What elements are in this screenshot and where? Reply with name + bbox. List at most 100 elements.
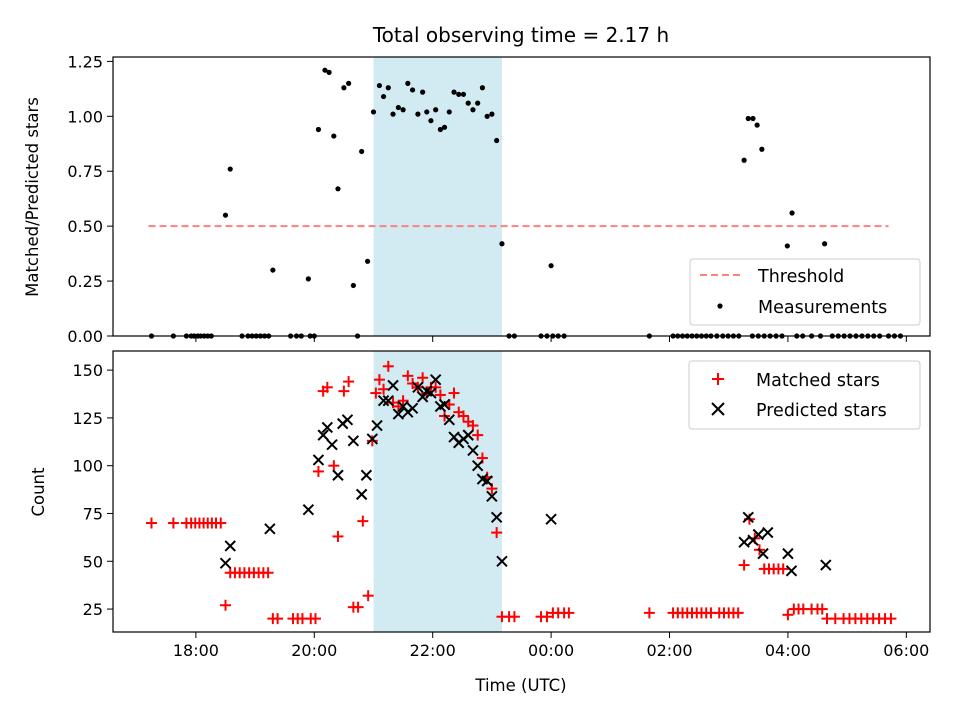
measurement-point — [341, 85, 347, 91]
measurement-point — [489, 111, 495, 117]
top-legend: Threshold Measurements — [689, 258, 921, 326]
top-x-ticks — [195, 336, 907, 342]
matched-star-marker — [321, 381, 333, 393]
predicted-star-marker — [224, 540, 236, 552]
matched-star-marker — [563, 607, 575, 619]
legend-threshold-label: Threshold — [757, 267, 844, 287]
measurement-point — [346, 80, 352, 86]
predicted-star-marker — [341, 414, 354, 426]
predicted-star-marker — [392, 408, 405, 420]
measurement-point — [380, 93, 387, 100]
matched-star-marker — [782, 609, 794, 621]
y-tick-label: 0.75 — [67, 162, 103, 181]
measurement-point — [359, 148, 365, 155]
predicted-star-marker — [416, 391, 429, 403]
matched-star-marker — [338, 385, 350, 397]
legend-predicted-swatch — [711, 402, 725, 416]
measurement-point — [745, 115, 751, 122]
matched-star-points — [145, 360, 897, 625]
measurement-point — [441, 124, 448, 130]
x-tick-label: 06:00 — [883, 641, 929, 660]
legend-matched-label: Matched stars — [756, 371, 880, 391]
matched-star-marker — [397, 395, 409, 407]
highlight-span — [373, 57, 502, 336]
bottom-legend: Matched stars Predicted stars — [688, 360, 921, 430]
top-panel: 0.00 0.25 0.50 0.75 1.00 1.25 Matched/Predict… — [23, 52, 931, 346]
matched-star-marker — [738, 559, 750, 571]
measurement-point — [395, 104, 401, 111]
bottom-y-axis-label: Count — [29, 467, 48, 517]
measurement-point — [789, 210, 795, 216]
measurement-point — [222, 212, 229, 218]
matched-star-marker — [541, 611, 553, 623]
predicted-star-marker — [347, 435, 360, 447]
predicted-star-marker — [355, 488, 368, 501]
y-tick-label: 100 — [72, 457, 103, 476]
predicted-star-marker — [317, 429, 329, 441]
x-axis-label: Time (UTC) — [474, 676, 566, 695]
matched-star-marker — [448, 387, 460, 399]
measurement-point — [754, 122, 760, 128]
measurement-point — [548, 263, 554, 269]
predicted-star-marker — [471, 459, 484, 472]
predicted-star-marker — [462, 429, 474, 441]
predicted-star-marker — [377, 394, 390, 407]
matched-star-marker — [777, 563, 789, 575]
predicted-star-marker — [312, 454, 325, 466]
bottom-x-ticks: 18:00 20:00 22:00 00:00 02:00 04:00 06:00 — [173, 632, 929, 660]
top-legend-box — [689, 258, 921, 326]
matched-star-marker — [357, 515, 369, 527]
y-tick-label: 50 — [83, 552, 103, 571]
y-tick-label: 0.00 — [67, 327, 103, 346]
measurement-point — [385, 85, 391, 91]
measurement-point — [428, 118, 434, 124]
matched-star-marker — [362, 590, 374, 602]
measurement-point — [350, 282, 356, 289]
predicted-star-marker — [412, 381, 424, 394]
matched-star-marker — [373, 374, 385, 386]
figure-title: Total observing time = 2.17 h — [372, 23, 669, 47]
measurement-point — [451, 89, 457, 95]
predicted-star-marker — [302, 503, 315, 516]
matched-star-marker — [417, 372, 429, 384]
matched-star-marker — [272, 613, 284, 625]
predicted-star-marker — [429, 373, 442, 386]
x-tick-label: 20:00 — [291, 641, 337, 660]
predicted-star-marker — [382, 394, 395, 407]
x-tick-label: 22:00 — [410, 641, 456, 660]
measurement-point — [409, 87, 416, 93]
matched-star-marker — [219, 599, 231, 611]
observing-window — [373, 351, 502, 632]
matched-star-marker — [732, 607, 744, 619]
matched-star-marker — [352, 601, 364, 613]
x-tick-label: 00:00 — [528, 641, 574, 660]
x-tick-label: 02:00 — [646, 641, 692, 660]
matched-star-marker — [643, 607, 655, 619]
predicted-star-marker — [738, 536, 750, 548]
matched-star-marker — [885, 613, 897, 625]
matched-star-marker — [457, 410, 469, 422]
predicted-star-marker — [360, 469, 373, 481]
matched-star-marker — [491, 527, 503, 539]
predicted-star-marker — [387, 379, 399, 392]
predicted-star-marker — [545, 513, 557, 525]
measurement-point — [424, 109, 430, 115]
predicted-star-marker — [467, 444, 479, 457]
predicted-star-marker — [481, 475, 493, 487]
legend-matched-swatch — [712, 373, 724, 385]
measurement-point — [465, 100, 471, 106]
matched-star-marker — [816, 603, 828, 615]
measurement-point — [364, 258, 371, 264]
measurement-point — [460, 91, 467, 97]
legend-predicted-label: Predicted stars — [756, 401, 887, 421]
measurement-point — [759, 146, 765, 152]
top-y-ticks: 0.00 0.25 0.50 0.75 1.00 1.25 — [67, 52, 113, 346]
matched-star-marker — [215, 517, 227, 529]
predicted-star-marker — [762, 526, 774, 539]
matched-star-marker — [382, 360, 394, 372]
legend-measurements-label: Measurements — [758, 298, 887, 318]
bottom-plot-frame — [112, 350, 931, 633]
matched-star-marker — [402, 370, 414, 382]
measurement-point — [335, 186, 341, 192]
measurement-point — [470, 107, 476, 113]
